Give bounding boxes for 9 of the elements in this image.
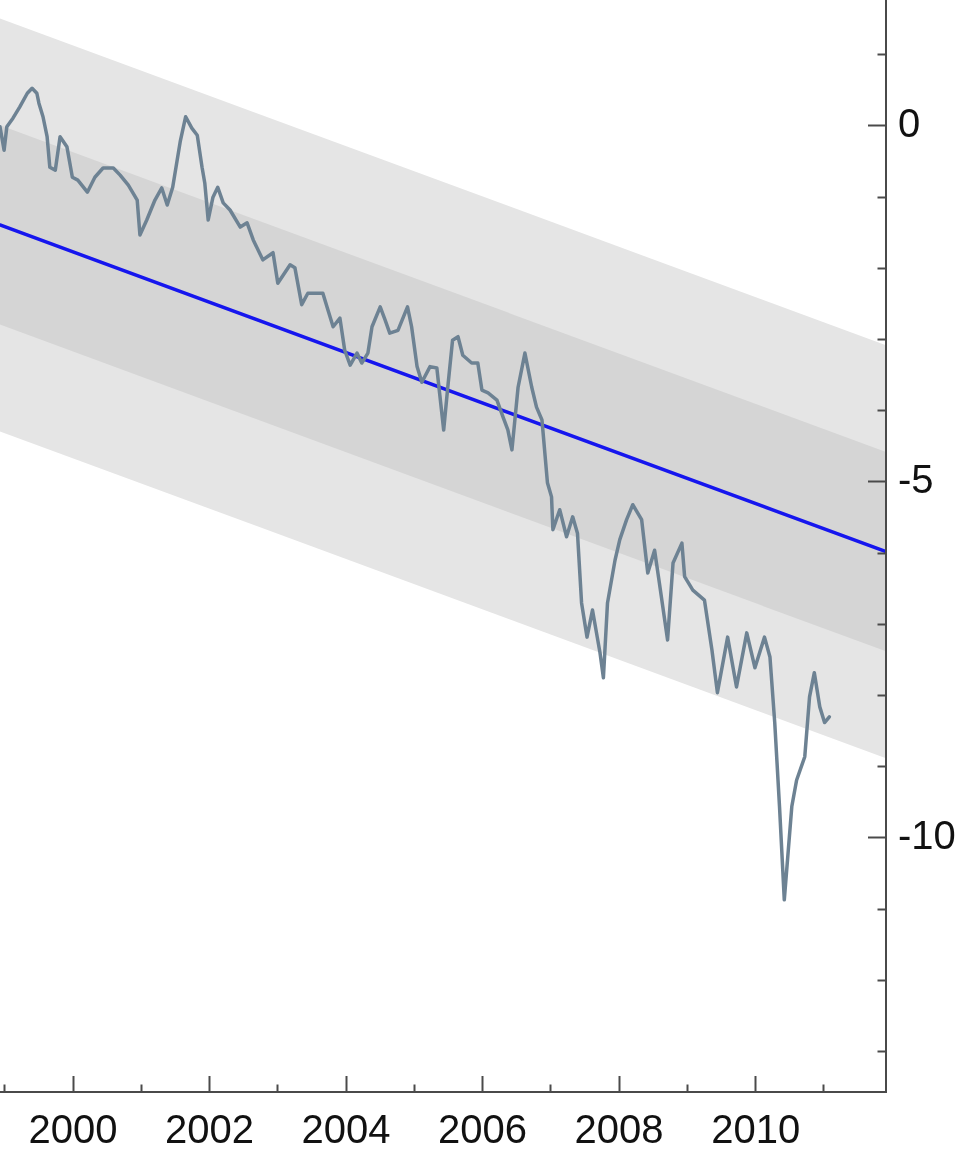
x-tick-label: 2006 xyxy=(438,1107,528,1150)
x-tick-label: 2000 xyxy=(28,1107,118,1150)
y-tick-label: 0 xyxy=(898,101,921,146)
x-tick-label: 2010 xyxy=(711,1107,801,1150)
y-tick-label: -5 xyxy=(898,456,934,501)
x-tick-label: 2008 xyxy=(574,1107,664,1150)
x-tick-label: 2004 xyxy=(301,1107,391,1150)
x-tick-label: 2002 xyxy=(165,1107,255,1150)
y-tick-label: -10 xyxy=(898,812,956,857)
